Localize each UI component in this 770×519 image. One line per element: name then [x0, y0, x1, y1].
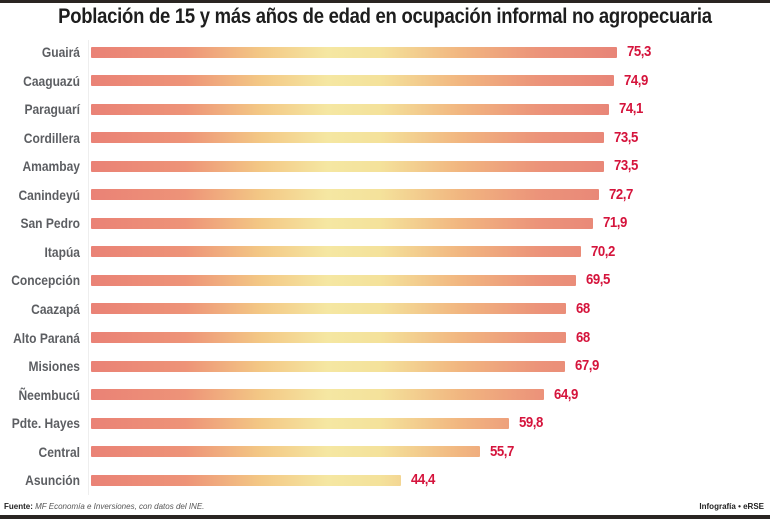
value-label: 67,9 — [575, 357, 600, 375]
category-label: Misiones — [28, 358, 80, 375]
bar — [91, 274, 577, 286]
bar — [91, 103, 609, 115]
bar — [91, 217, 594, 229]
source-prefix: Fuente: — [4, 502, 33, 511]
category-label: Amambay — [22, 158, 80, 175]
category-label: Central — [38, 443, 80, 460]
category-label: Pdte. Hayes — [11, 415, 81, 432]
bar — [91, 389, 545, 401]
bar — [91, 132, 605, 144]
bar — [91, 246, 582, 258]
category-label: Asunción — [25, 472, 80, 489]
bar — [91, 303, 566, 315]
top-border — [0, 0, 770, 3]
credit-note: Infografía • eRSE — [699, 502, 764, 511]
category-label: Guairá — [41, 44, 80, 60]
value-label: 75,3 — [627, 43, 651, 60]
category-label: Ñeembucú — [18, 386, 80, 403]
category-label: Itapúa — [44, 243, 80, 260]
value-label: 74,9 — [624, 71, 649, 89]
category-label: San Pedro — [20, 215, 80, 232]
bar — [91, 46, 617, 58]
bar — [91, 189, 599, 201]
bottom-border — [0, 515, 770, 519]
category-label: Canindeyú — [18, 186, 80, 203]
value-label: 68 — [576, 328, 590, 346]
bar — [91, 332, 566, 343]
value-label: 70,2 — [591, 242, 616, 260]
bar — [91, 360, 566, 372]
category-label: Cordillera — [23, 129, 80, 146]
chart-title: Población de 15 y más años de edad en oc… — [58, 5, 712, 28]
bar — [91, 446, 481, 458]
bar — [91, 75, 615, 87]
value-label: 68 — [576, 299, 590, 317]
value-label: 71,9 — [603, 214, 628, 232]
bar — [91, 160, 605, 172]
bar — [91, 474, 402, 486]
value-label: 69,5 — [586, 271, 611, 289]
axis-line — [88, 40, 89, 495]
bar — [91, 417, 509, 429]
value-label: 73,5 — [614, 157, 639, 175]
value-label: 74,1 — [618, 100, 643, 118]
category-label: Concepción — [11, 272, 81, 289]
value-label: 44,4 — [411, 471, 436, 489]
value-label: 64,9 — [554, 385, 579, 403]
value-label: 73,5 — [614, 128, 639, 146]
category-label: Caaguazú — [23, 72, 80, 89]
category-label: Caazapá — [31, 300, 80, 317]
source-text: MF Economía e Inversiones, con datos del… — [35, 502, 205, 511]
source-note: Fuente: MF Economía e Inversiones, con d… — [4, 502, 204, 511]
value-label: 72,7 — [608, 185, 633, 203]
value-label: 59,8 — [518, 414, 543, 432]
category-label: Paraguarí — [24, 101, 80, 118]
category-label: Alto Paraná — [13, 329, 81, 346]
value-label: 55,7 — [490, 442, 515, 460]
